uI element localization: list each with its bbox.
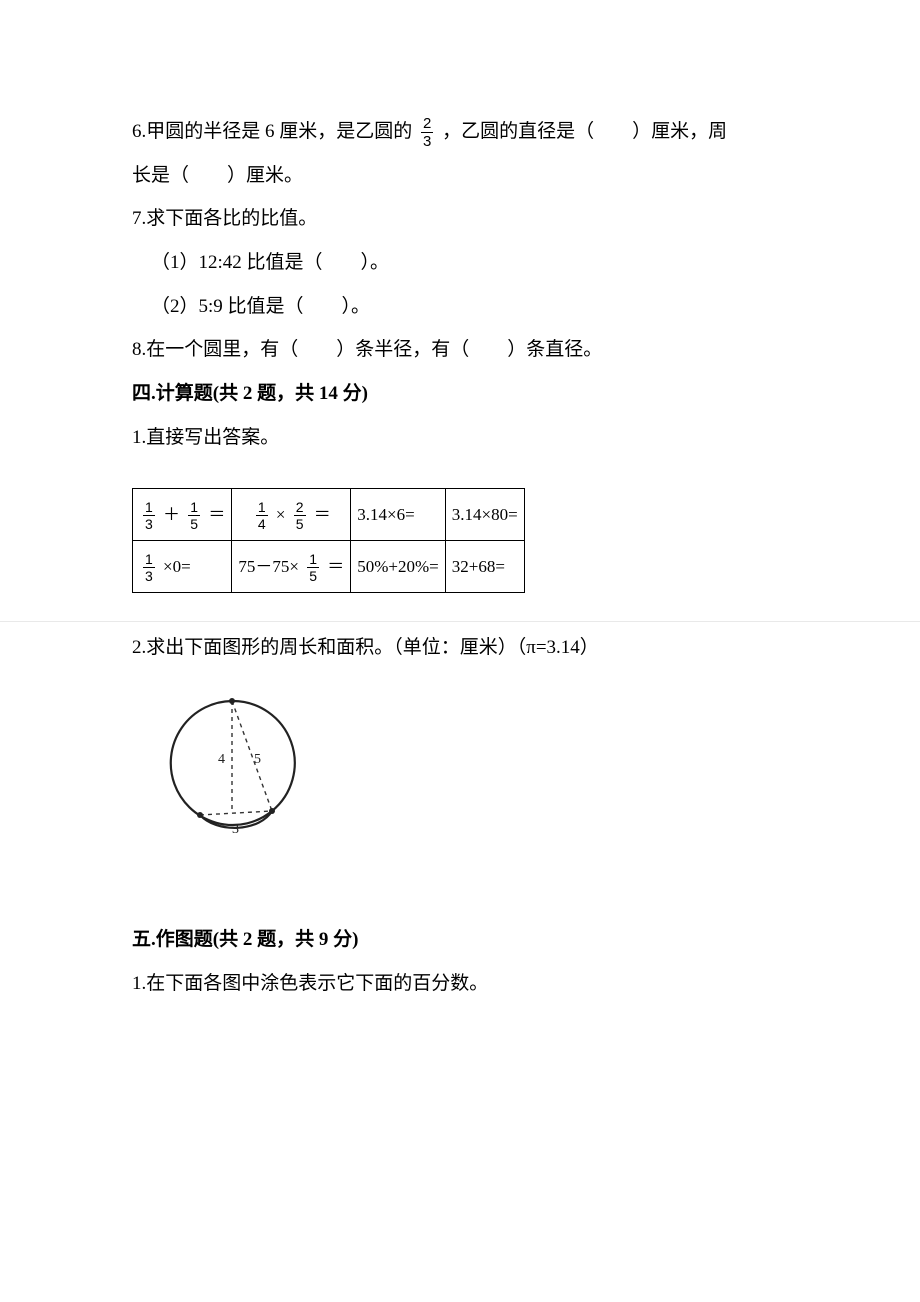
geometry-figure: 4 5 3 [132, 683, 802, 890]
question-7a: （1）12:42 比值是（ ）。 [132, 241, 802, 285]
question-7b: （2）5:9 比值是（ ）。 [132, 285, 802, 329]
fraction-icon: 1 5 [188, 500, 200, 531]
cell-r2c1: 1 3 ×0= [133, 540, 232, 592]
fraction-icon: 1 3 [143, 500, 155, 531]
fraction-icon: 1 3 [143, 552, 155, 583]
fraction-icon: 2 5 [294, 500, 306, 531]
table-row: 1 3 ＋ 1 5 ＝ 1 4 × 2 5 ＝ 3.14×6= 3.14×80= [133, 488, 525, 540]
circle-figure-icon: 4 5 3 [132, 683, 342, 873]
section-4-heading: 四.计算题(共 2 题，共 14 分) [132, 372, 802, 416]
fraction-icon: 1 4 [256, 500, 268, 531]
cell-r2c2: 75－75× 1 5 ＝ [232, 540, 351, 592]
section-5-q1: 1.在下面各图中涂色表示它下面的百分数。 [132, 962, 802, 1006]
fig-label-5: 5 [254, 752, 261, 767]
fraction-2-3: 2 3 [421, 116, 433, 149]
question-6-line2: 长是（ ）厘米。 [132, 154, 802, 198]
q6-mid: ，乙圆的直径是（ ）厘米，周 [442, 121, 727, 142]
section-4-q1: 1.直接写出答案。 [132, 416, 802, 460]
q6-pre: 6.甲圆的半径是 6 厘米，是乙圆的 [132, 121, 412, 142]
question-8: 8.在一个圆里，有（ ）条半径，有（ ）条直径。 [132, 328, 802, 372]
frac-den: 3 [421, 133, 433, 149]
cell-r1c1: 1 3 ＋ 1 5 ＝ [133, 488, 232, 540]
question-7-title: 7.求下面各比的比值。 [132, 197, 802, 241]
section-5-heading: 五.作图题(共 2 题，共 9 分) [132, 918, 802, 962]
question-6-line1: 6.甲圆的半径是 6 厘米，是乙圆的 2 3 ，乙圆的直径是（ ）厘米，周 [132, 110, 802, 154]
divider-line [0, 621, 920, 622]
fig-label-3: 3 [232, 822, 239, 837]
frac-num: 2 [421, 116, 433, 133]
cell-r1c4: 3.14×80= [445, 488, 524, 540]
table-row: 1 3 ×0= 75－75× 1 5 ＝ 50%+20%= 32+68= [133, 540, 525, 592]
fraction-icon: 1 5 [307, 552, 319, 583]
cell-r2c4: 32+68= [445, 540, 524, 592]
cell-r2c3: 50%+20%= [351, 540, 446, 592]
cell-r1c2: 1 4 × 2 5 ＝ [232, 488, 351, 540]
fig-label-4: 4 [218, 752, 225, 767]
section-4-q2: 2.求出下面图形的周长和面积。（单位：厘米）（π=3.14） [132, 626, 802, 670]
calc-table: 1 3 ＋ 1 5 ＝ 1 4 × 2 5 ＝ 3.14×6= 3.14×80= [132, 488, 525, 593]
cell-r1c3: 3.14×6= [351, 488, 446, 540]
